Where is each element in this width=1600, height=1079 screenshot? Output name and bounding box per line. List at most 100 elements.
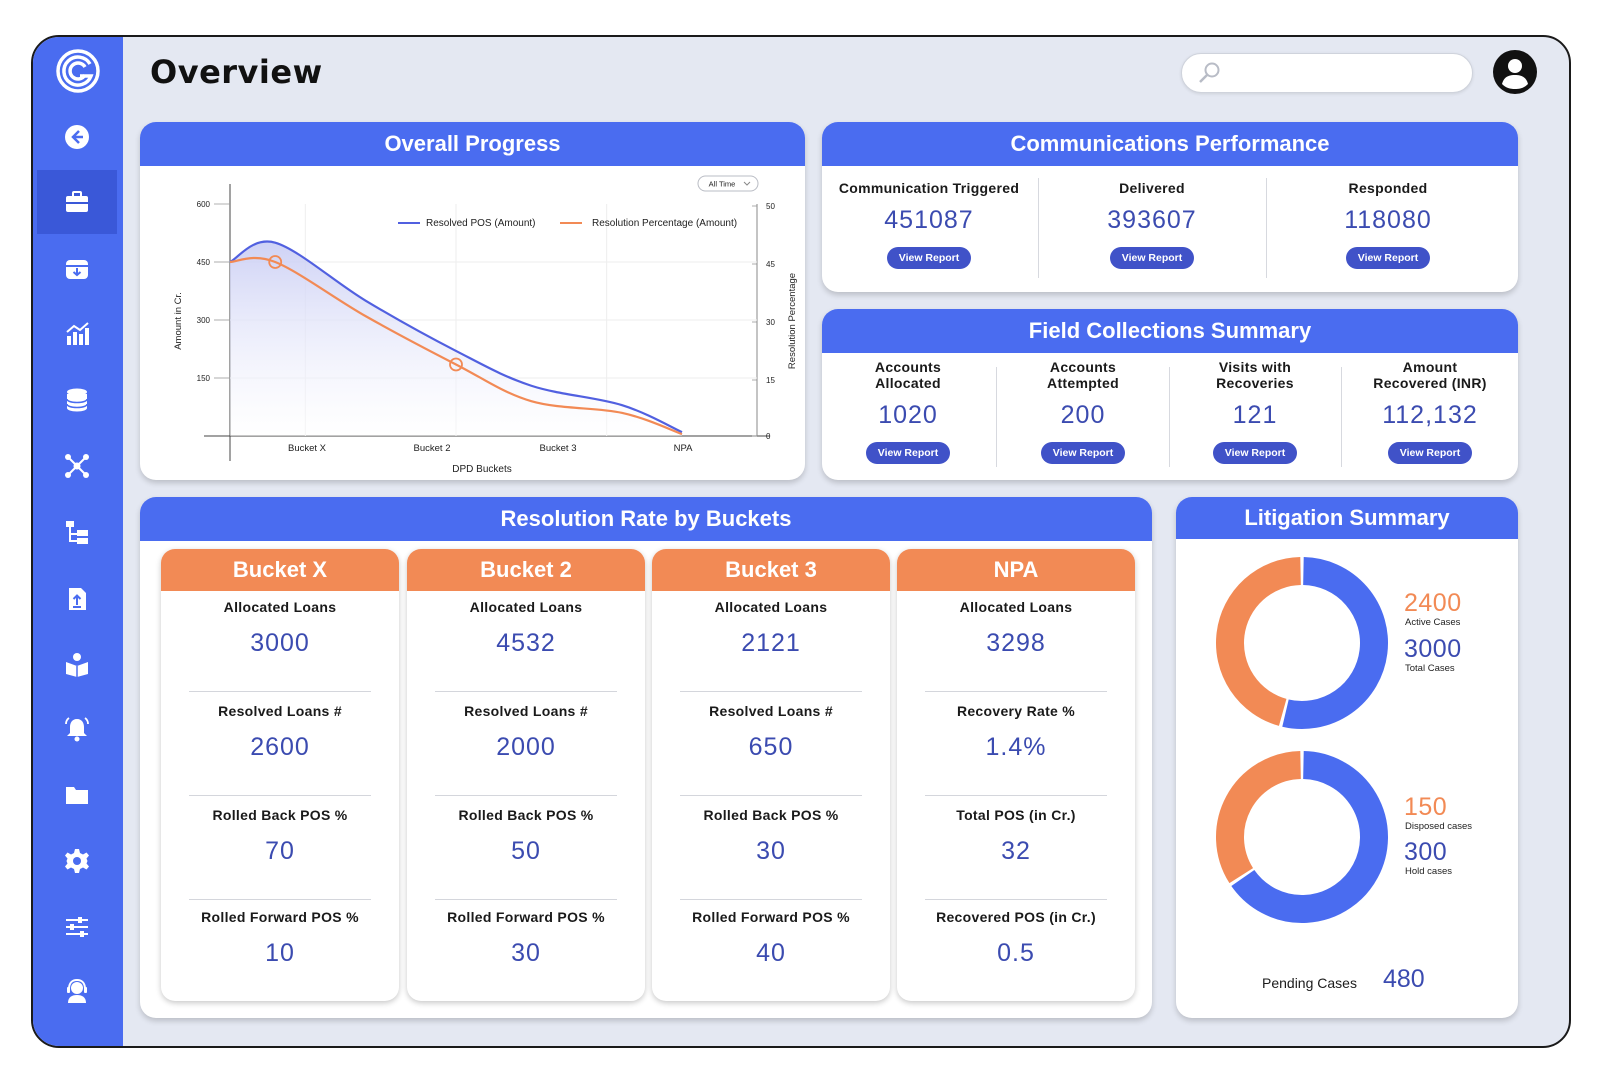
legend-label: Resolved POS (Amount) [426, 218, 536, 229]
avatar[interactable] [1491, 48, 1539, 96]
x-tick-label: Bucket 3 [540, 443, 577, 454]
field-accounts-attempted: Accounts Attempted 200 View Report [998, 359, 1168, 464]
bucket-title: Bucket X [161, 549, 399, 591]
bucket-title: Bucket 3 [652, 549, 890, 591]
bucket-card: Bucket X Allocated Loans 3000 Resolved Loan… [161, 549, 399, 1001]
hold-cases-value: 300 [1404, 838, 1448, 866]
communications-title: Communications Performance [822, 122, 1518, 166]
support-icon[interactable] [37, 959, 117, 1023]
bucket-metric-value: 2000 [496, 733, 556, 761]
resolution-title: Resolution Rate by Buckets [140, 497, 1152, 541]
search-box[interactable] [1181, 53, 1473, 93]
x-tick-label: Bucket X [288, 443, 327, 454]
data-point [449, 357, 463, 372]
litigation-card: Litigation Summary 2400 Active Cases 300… [1176, 497, 1518, 1018]
bucket-metric-value: 10 [265, 939, 295, 967]
active-cases-label: Active Cases [1405, 617, 1461, 628]
view-report-button[interactable]: View Report [1345, 247, 1431, 269]
network-icon[interactable] [37, 434, 117, 498]
bucket-metric-value: 3298 [986, 629, 1046, 657]
bucket-card: NPA Allocated Loans 3298 Recovery Rate % 1.4… [897, 549, 1135, 1001]
analytics-icon[interactable] [37, 302, 117, 366]
folder-icon[interactable] [37, 763, 117, 827]
field-collections-title: Field Collections Summary [822, 309, 1518, 353]
active-cases-value: 2400 [1404, 589, 1462, 617]
metric-label: Responded [1348, 180, 1428, 196]
view-report-button[interactable]: View Report [1212, 442, 1298, 464]
field-accounts-allocated: Accounts Allocated 1020 View Report [822, 359, 994, 464]
metric-value: 393607 [1107, 206, 1197, 234]
divider [189, 795, 371, 796]
bucket-metric-label: Resolved Loans # [709, 703, 833, 719]
field-collections-card: Field Collections Summary Accounts Alloca… [822, 309, 1518, 480]
disposed-cases-arc [1216, 751, 1302, 884]
y2-tick-label: 0 [766, 432, 771, 441]
area-fill [230, 241, 682, 436]
resolution-card: Resolution Rate by Buckets Bucket X Alloc… [140, 497, 1152, 1018]
divider [1038, 178, 1039, 278]
view-report-button[interactable]: View Report [886, 247, 972, 269]
briefcase-icon[interactable] [37, 170, 117, 234]
divider [189, 899, 371, 900]
x-axis-label: DPD Buckets [452, 464, 511, 475]
disposed-cases-value: 150 [1404, 793, 1448, 821]
bucket-metric: Total POS (in Cr.) 32 [897, 807, 1135, 866]
disposed-cases-label: Disposed cases [1405, 821, 1473, 832]
y-tick-label: 450 [197, 258, 211, 267]
bucket-metric: Resolved Loans # 2600 [161, 703, 399, 762]
search-input[interactable] [1230, 62, 1460, 84]
bucket-title: NPA [897, 549, 1135, 591]
bucket-metric: Resolved Loans # 2000 [407, 703, 645, 762]
bucket-metric-value: 4532 [496, 629, 556, 657]
divider [1169, 367, 1170, 467]
bucket-metric-value: 3000 [250, 629, 310, 657]
bucket-metric-value: 30 [511, 939, 541, 967]
divider [680, 691, 862, 692]
bucket-metric-label: Rolled Back POS % [458, 807, 594, 823]
metric-value: 200 [1060, 401, 1106, 429]
gear-icon[interactable] [37, 829, 117, 893]
metric-value: 118080 [1344, 206, 1432, 234]
app-window: Overview Overall Progress 600 450 300 150 50… [31, 35, 1571, 1048]
x-tick-label: Bucket 2 [414, 443, 451, 454]
y2-tick-label: 50 [766, 202, 775, 211]
view-report-button[interactable]: View Report [1109, 247, 1195, 269]
hierarchy-icon[interactable] [37, 500, 117, 564]
legend-label: Resolution Percentage (Amount) [592, 218, 737, 229]
bucket-metric: Rolled Forward POS % 10 [161, 909, 399, 968]
overall-progress-card: Overall Progress 600 450 300 150 50 45 30 15 0 Bu… [140, 122, 805, 480]
bucket-metric: Rolled Forward POS % 30 [407, 909, 645, 968]
bucket-metric-label: Rolled Back POS % [212, 807, 348, 823]
inbox-download-icon[interactable] [37, 237, 117, 301]
divider [680, 899, 862, 900]
bell-icon[interactable] [37, 697, 117, 761]
bucket-card: Bucket 2 Allocated Loans 4532 Resolved Loan… [407, 549, 645, 1001]
view-report-button[interactable]: View Report [865, 442, 951, 464]
view-report-button[interactable]: View Report [1040, 442, 1126, 464]
bucket-metric-label: Recovered POS (in Cr.) [936, 909, 1096, 925]
comm-delivered: Delivered 393607 View Report [1040, 180, 1264, 269]
field-amount-recovered: Amount Recovered (INR) 112,132 View Repor… [1342, 359, 1518, 464]
database-icon[interactable] [37, 368, 117, 432]
time-filter-dropdown[interactable] [697, 175, 759, 192]
bucket-metric-value: 650 [748, 733, 794, 761]
view-report-button[interactable]: View Report [1387, 442, 1473, 464]
back-icon[interactable] [37, 105, 117, 169]
total-cases-value: 3000 [1404, 635, 1462, 663]
pending-cases-label: Pending Cases [1262, 975, 1357, 991]
divider [925, 899, 1107, 900]
y2-tick-label: 15 [766, 376, 775, 385]
reading-icon[interactable] [37, 632, 117, 696]
bucket-metric: Rolled Back POS % 50 [407, 807, 645, 866]
x-tick-label: NPA [674, 443, 693, 454]
bucket-metric-value: 70 [265, 837, 295, 865]
y-axis-label: Amount in Cr. [173, 292, 184, 350]
inactive-cases-arc [1216, 557, 1302, 726]
litigation-title: Litigation Summary [1176, 497, 1518, 539]
sliders-icon[interactable] [37, 895, 117, 959]
y-tick-label: 150 [197, 374, 211, 383]
upload-icon[interactable] [37, 567, 117, 631]
disposed-cases-donut [1216, 751, 1388, 923]
bucket-metric-value: 40 [756, 939, 786, 967]
